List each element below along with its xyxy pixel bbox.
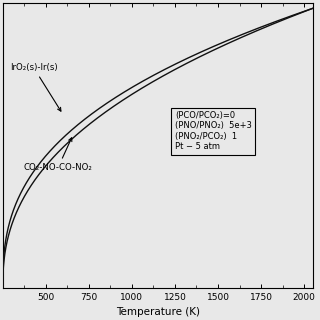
Text: CO₂-NO-CO-NO₂: CO₂-NO-CO-NO₂ — [23, 138, 92, 172]
X-axis label: Temperature (K): Temperature (K) — [116, 307, 200, 317]
Text: IrO₂(s)-Ir(s): IrO₂(s)-Ir(s) — [10, 63, 61, 111]
Text: (PCO/PCO₂)=0
(PNO/PNO₂)  5e+3
(PNO₂/PCO₂)  1
Pt − 5 atm: (PCO/PCO₂)=0 (PNO/PNO₂) 5e+3 (PNO₂/PCO₂)… — [175, 111, 252, 151]
